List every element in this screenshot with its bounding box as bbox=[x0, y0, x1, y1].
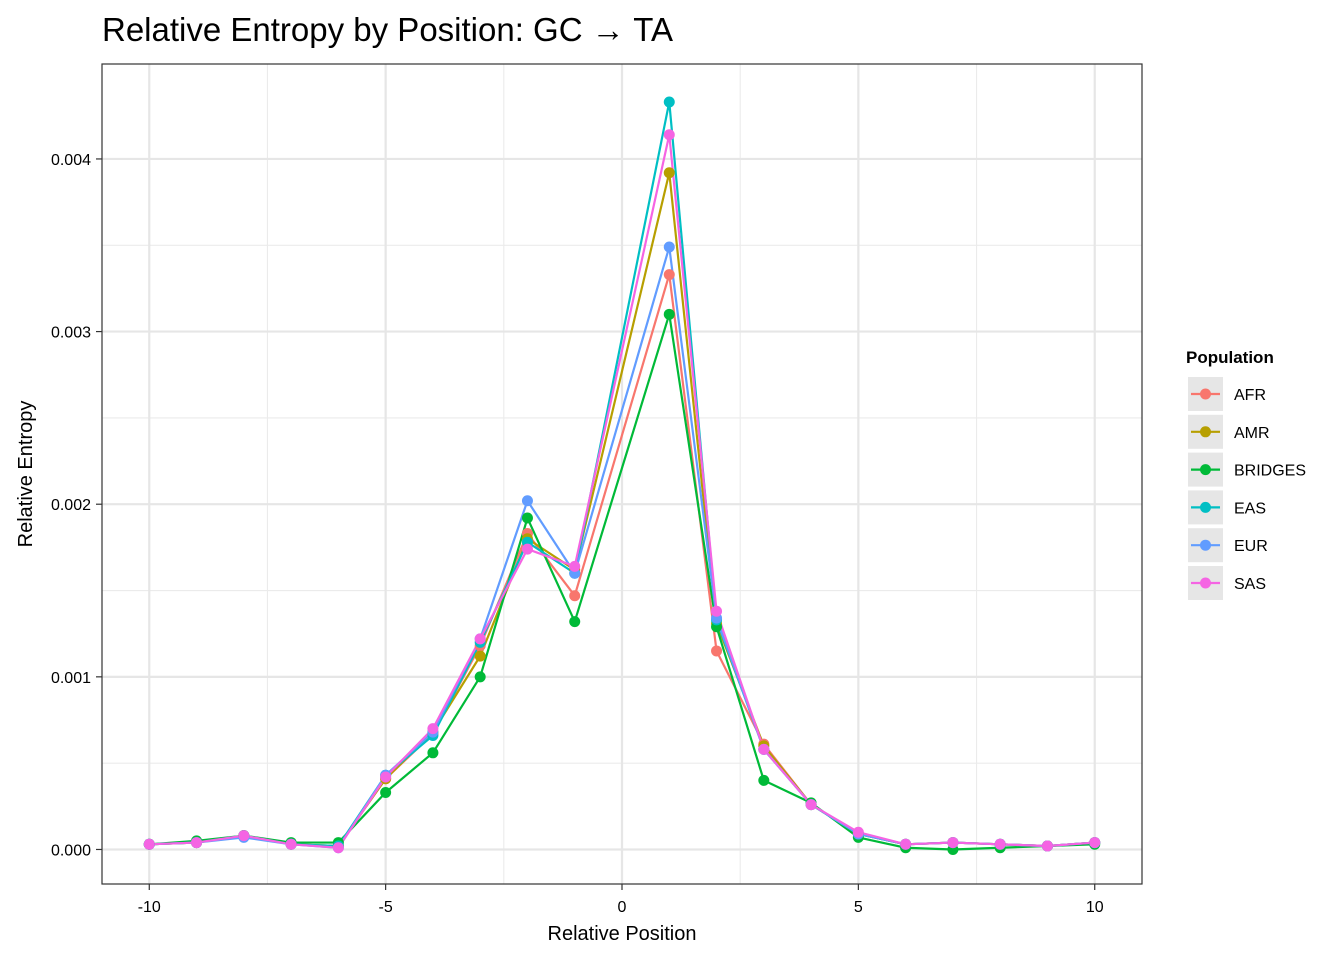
data-point-bridges bbox=[521, 512, 533, 524]
data-point-sas bbox=[521, 543, 533, 555]
data-point-sas bbox=[191, 837, 203, 849]
x-tick-label: 0 bbox=[618, 899, 627, 916]
series-points bbox=[143, 96, 1101, 855]
data-point-sas bbox=[711, 605, 723, 617]
legend-label: EAS bbox=[1234, 500, 1266, 517]
x-tick-label: -10 bbox=[138, 899, 161, 916]
data-point-bridges bbox=[663, 308, 675, 320]
legend-key-point bbox=[1200, 539, 1211, 551]
chart-title: Relative Entropy by Position: GC → TA bbox=[102, 11, 673, 48]
legend-key-point bbox=[1200, 501, 1211, 513]
legend-item-bridges: BRIDGES bbox=[1188, 452, 1306, 487]
y-tick-label: 0.000 bbox=[51, 842, 91, 859]
y-tick-label: 0.003 bbox=[51, 325, 91, 342]
data-point-sas bbox=[805, 799, 817, 811]
data-point-sas bbox=[332, 842, 344, 854]
legend-label: BRIDGES bbox=[1234, 463, 1306, 480]
legend-item-eur: EUR bbox=[1188, 528, 1268, 563]
data-point-afr bbox=[711, 645, 723, 657]
x-axis-label: Relative Position bbox=[548, 923, 697, 945]
legend: Population AFR AMR BRIDGES EAS EUR SAS bbox=[1186, 348, 1306, 600]
data-point-sas bbox=[427, 723, 439, 735]
x-axis: -10 -5 0 5 10 bbox=[138, 884, 1104, 916]
major-gridlines bbox=[102, 64, 1142, 884]
legend-key-point bbox=[1200, 464, 1211, 476]
data-point-sas bbox=[380, 771, 392, 783]
series-line-bridges bbox=[149, 313, 1095, 851]
series-lines bbox=[149, 100, 1095, 851]
data-point-sas bbox=[1089, 837, 1101, 849]
data-point-bridges bbox=[474, 671, 486, 683]
legend-key-point bbox=[1200, 388, 1211, 400]
x-tick-label: 10 bbox=[1086, 899, 1104, 916]
legend-label: AFR bbox=[1234, 387, 1266, 404]
data-point-sas bbox=[994, 838, 1006, 850]
data-point-afr bbox=[663, 269, 675, 281]
y-axis-label: Relative Entropy bbox=[15, 401, 37, 548]
data-point-bridges bbox=[427, 747, 439, 759]
data-point-amr bbox=[663, 167, 675, 179]
data-point-sas bbox=[143, 838, 155, 850]
y-tick-label: 0.002 bbox=[51, 497, 91, 514]
data-point-sas bbox=[663, 129, 675, 141]
data-point-sas bbox=[852, 826, 864, 838]
series-line-sas bbox=[149, 133, 1095, 849]
data-point-sas bbox=[758, 743, 770, 755]
legend-item-afr: AFR bbox=[1188, 377, 1266, 411]
legend-key-point bbox=[1200, 426, 1211, 438]
legend-item-eas: EAS bbox=[1188, 490, 1266, 525]
legend-title: Population bbox=[1186, 348, 1274, 367]
data-point-amr bbox=[474, 650, 486, 662]
data-point-sas bbox=[238, 830, 250, 842]
legend-item-sas: SAS bbox=[1188, 566, 1266, 600]
data-point-sas bbox=[947, 837, 959, 849]
y-tick-label: 0.004 bbox=[51, 152, 91, 169]
data-point-sas bbox=[474, 633, 486, 645]
x-tick-label: -5 bbox=[379, 899, 393, 916]
data-point-bridges bbox=[569, 616, 581, 628]
data-point-eur bbox=[663, 241, 675, 253]
data-point-bridges bbox=[758, 774, 770, 786]
legend-key-point bbox=[1200, 577, 1211, 589]
data-point-sas bbox=[285, 838, 297, 850]
data-point-eas bbox=[663, 96, 675, 108]
data-point-sas bbox=[569, 560, 581, 572]
y-axis: 0.000 0.001 0.002 0.003 0.004 bbox=[51, 152, 102, 859]
legend-label: EUR bbox=[1234, 538, 1268, 555]
x-tick-label: 5 bbox=[854, 899, 863, 916]
data-point-afr bbox=[569, 590, 581, 602]
data-point-sas bbox=[1041, 840, 1053, 852]
legend-items: AFR AMR BRIDGES EAS EUR SAS bbox=[1188, 377, 1306, 600]
legend-label: AMR bbox=[1234, 425, 1270, 442]
data-point-bridges bbox=[380, 787, 392, 799]
y-tick-label: 0.001 bbox=[51, 670, 91, 687]
legend-label: SAS bbox=[1234, 576, 1266, 593]
legend-item-amr: AMR bbox=[1188, 414, 1270, 449]
data-point-sas bbox=[900, 838, 912, 850]
data-point-eur bbox=[521, 495, 533, 507]
